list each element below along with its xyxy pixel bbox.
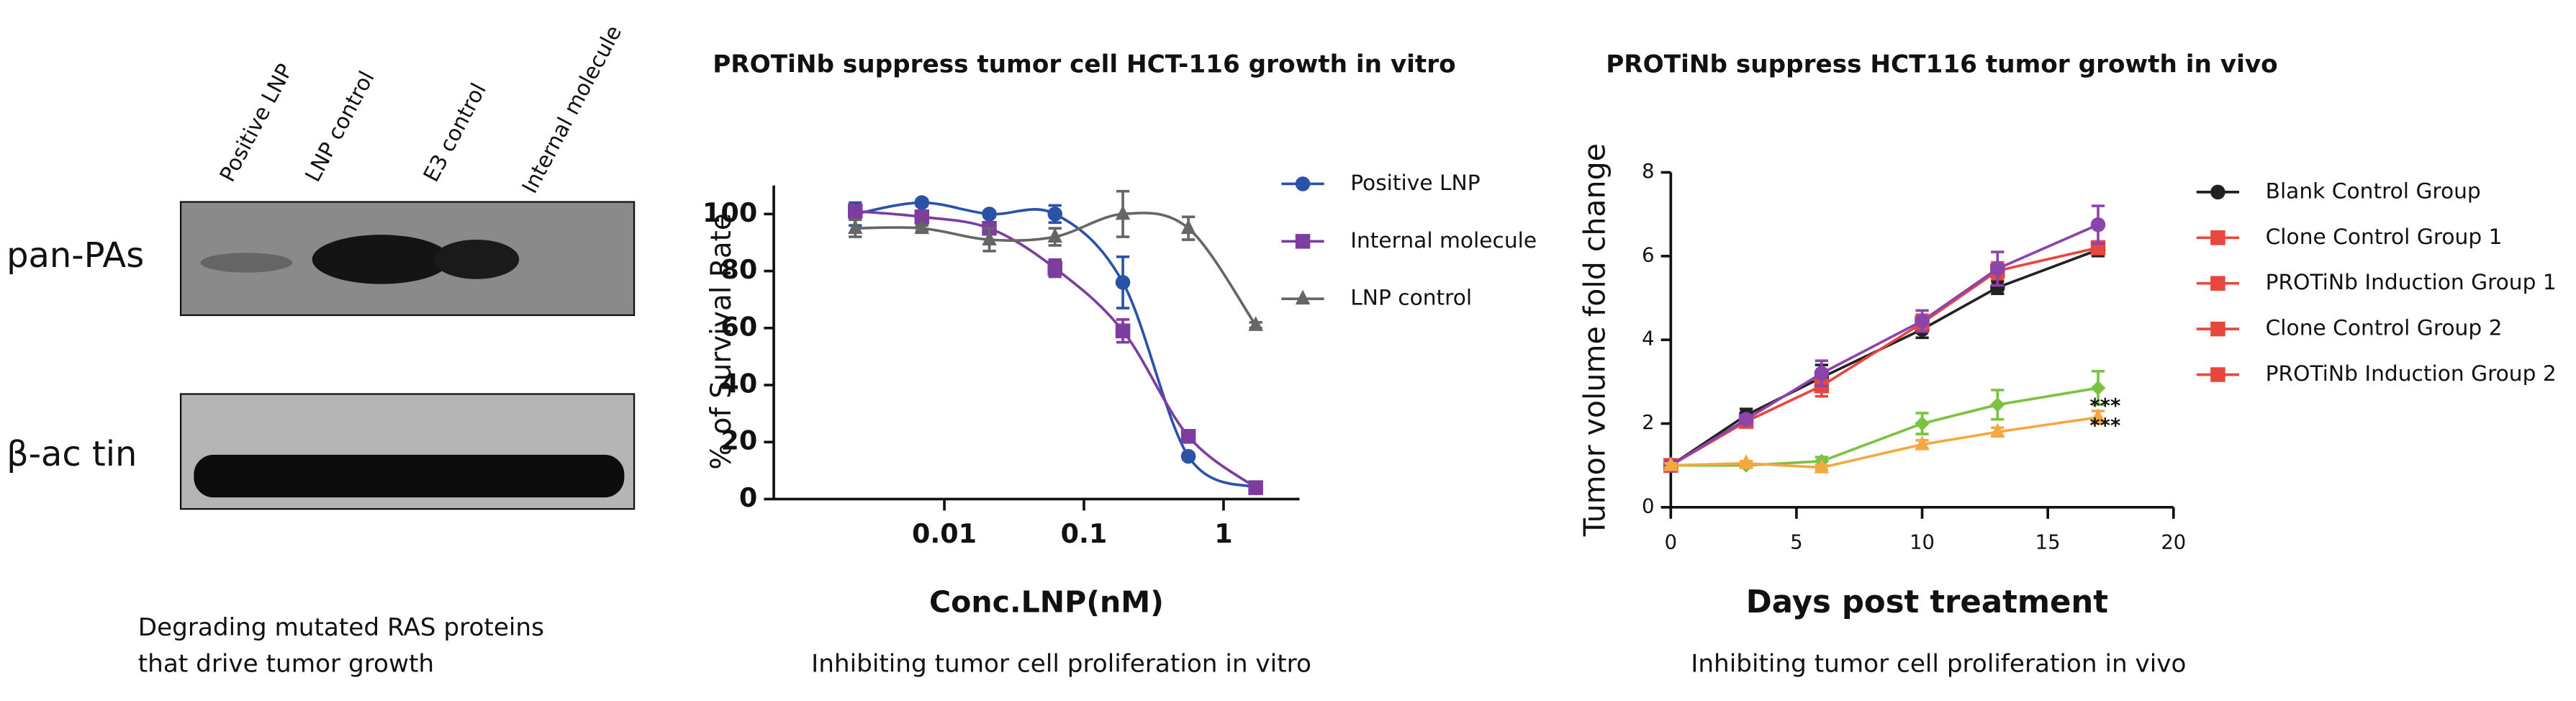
data-point — [1990, 422, 2005, 438]
series-line — [1671, 415, 2099, 469]
data-point — [1180, 448, 1196, 464]
data-point — [1115, 204, 1131, 220]
data-point — [1115, 323, 1131, 339]
data-point — [1047, 207, 1063, 222]
y-tick-label: 20 — [720, 425, 757, 456]
row-label: β-ac tin — [6, 435, 137, 474]
x-tick-label: 0 — [1665, 532, 1677, 554]
data-point — [1663, 456, 1678, 471]
blot-band — [200, 253, 293, 273]
series-line — [855, 209, 1257, 489]
x-axis-label: Conc.LNP(nM) — [929, 584, 1164, 619]
data-point — [1047, 227, 1063, 243]
blot-panel: pan-PAs β-ac tin Positive LNP LNP contro… — [6, 21, 636, 678]
y-tick-label: 0 — [1642, 495, 1654, 517]
data-point — [1990, 280, 2005, 295]
data-point — [1814, 366, 1830, 381]
x-axis-label: Days post treatment — [1746, 584, 2108, 620]
data-point — [914, 209, 930, 225]
y-tick-label: 80 — [720, 254, 757, 285]
caption: Inhibiting tumor cell proliferation in v… — [811, 649, 1311, 678]
legend-label: Positive LNP — [1350, 170, 1480, 195]
x-tick-label: 0.01 — [912, 518, 977, 549]
legend-label: Internal molecule — [1350, 227, 1537, 253]
legend-marker — [2210, 321, 2225, 337]
legend-marker — [2210, 276, 2225, 291]
legend-marker — [1295, 176, 1311, 191]
annotation: *** — [2089, 415, 2120, 438]
y-tick-label: 2 — [1642, 412, 1654, 434]
x-tick-label: 10 — [1910, 532, 1935, 554]
data-point — [982, 207, 997, 222]
y-tick-label: 100 — [702, 197, 757, 228]
y-tick-label: 8 — [1642, 160, 1654, 183]
chart-title: PROTiNb suppress HCT116 tumor growth in … — [1606, 50, 2277, 79]
caption: that drive tumor growth — [138, 649, 434, 678]
chart-title: PROTiNb suppress tumor cell HCT-116 grow… — [713, 50, 1455, 79]
lane-label: E3 control — [418, 79, 491, 186]
data-point — [2090, 217, 2106, 232]
data-point — [982, 230, 997, 245]
data-point — [847, 204, 863, 219]
x-tick-label: 15 — [2035, 532, 2061, 554]
y-tick-label: 4 — [1642, 328, 1654, 350]
data-point — [914, 195, 930, 210]
lane-label: LNP control — [299, 67, 379, 186]
y-tick-label: 0 — [739, 482, 757, 513]
legend-marker — [1295, 289, 1311, 305]
y-tick-label: 6 — [1642, 244, 1654, 266]
series-line — [1670, 223, 2099, 467]
data-point — [1248, 480, 1263, 495]
x-tick-label: 1 — [1214, 518, 1232, 549]
y-axis-label: Tumor volume fold change — [1578, 143, 1612, 537]
data-point — [1915, 435, 1930, 451]
data-point — [1990, 261, 2005, 276]
data-point — [1047, 261, 1063, 276]
y-tick-label: 60 — [720, 311, 757, 342]
x-tick-label: 20 — [2161, 532, 2186, 554]
annotation: *** — [2089, 395, 2120, 417]
data-point — [914, 219, 930, 235]
data-point — [847, 219, 863, 235]
data-point — [2090, 408, 2106, 423]
data-point — [2090, 380, 2106, 396]
legend-label: Clone Control Group 2 — [2266, 315, 2503, 340]
data-point — [1115, 275, 1131, 290]
lane-label: Internal molecule — [517, 21, 626, 197]
data-point — [1814, 458, 1830, 474]
legend-label: PROTiNb Induction Group 2 — [2266, 361, 2557, 386]
legend-marker — [1295, 234, 1311, 249]
series-line — [1670, 248, 2099, 467]
lane-label: Positive LNP — [214, 60, 298, 186]
caption: Degrading mutated RAS proteins — [138, 613, 544, 642]
blot-band — [433, 240, 520, 279]
legend-label: Blank Control Group — [2266, 178, 2481, 203]
data-point — [1915, 313, 1930, 329]
legend-marker — [2210, 184, 2225, 200]
data-point — [1180, 219, 1196, 235]
y-tick-label: 40 — [720, 368, 757, 399]
legend-marker — [2210, 367, 2225, 382]
data-point — [1248, 316, 1263, 331]
y-axis-label: % of Survival Rate — [705, 213, 738, 469]
row-label: pan-PAs — [6, 236, 144, 276]
x-tick-label: 0.1 — [1061, 518, 1108, 549]
legend-label: Clone Control Group 1 — [2266, 224, 2503, 249]
series-line — [1671, 386, 2099, 467]
data-point — [1738, 412, 1754, 427]
blot-band — [312, 235, 451, 284]
data-point — [1180, 429, 1196, 444]
data-point — [1915, 416, 1930, 431]
data-point — [1990, 397, 2005, 412]
caption: Inhibiting tumor cell proliferation in v… — [1691, 649, 2186, 678]
legend-label: PROTiNb Induction Group 1 — [2266, 269, 2557, 294]
blot-band — [194, 454, 625, 498]
series-line — [1670, 246, 2099, 467]
x-tick-label: 5 — [1790, 532, 1802, 554]
data-point — [1738, 454, 1754, 469]
legend-label: LNP control — [1350, 285, 1472, 310]
legend-marker — [2210, 230, 2225, 245]
